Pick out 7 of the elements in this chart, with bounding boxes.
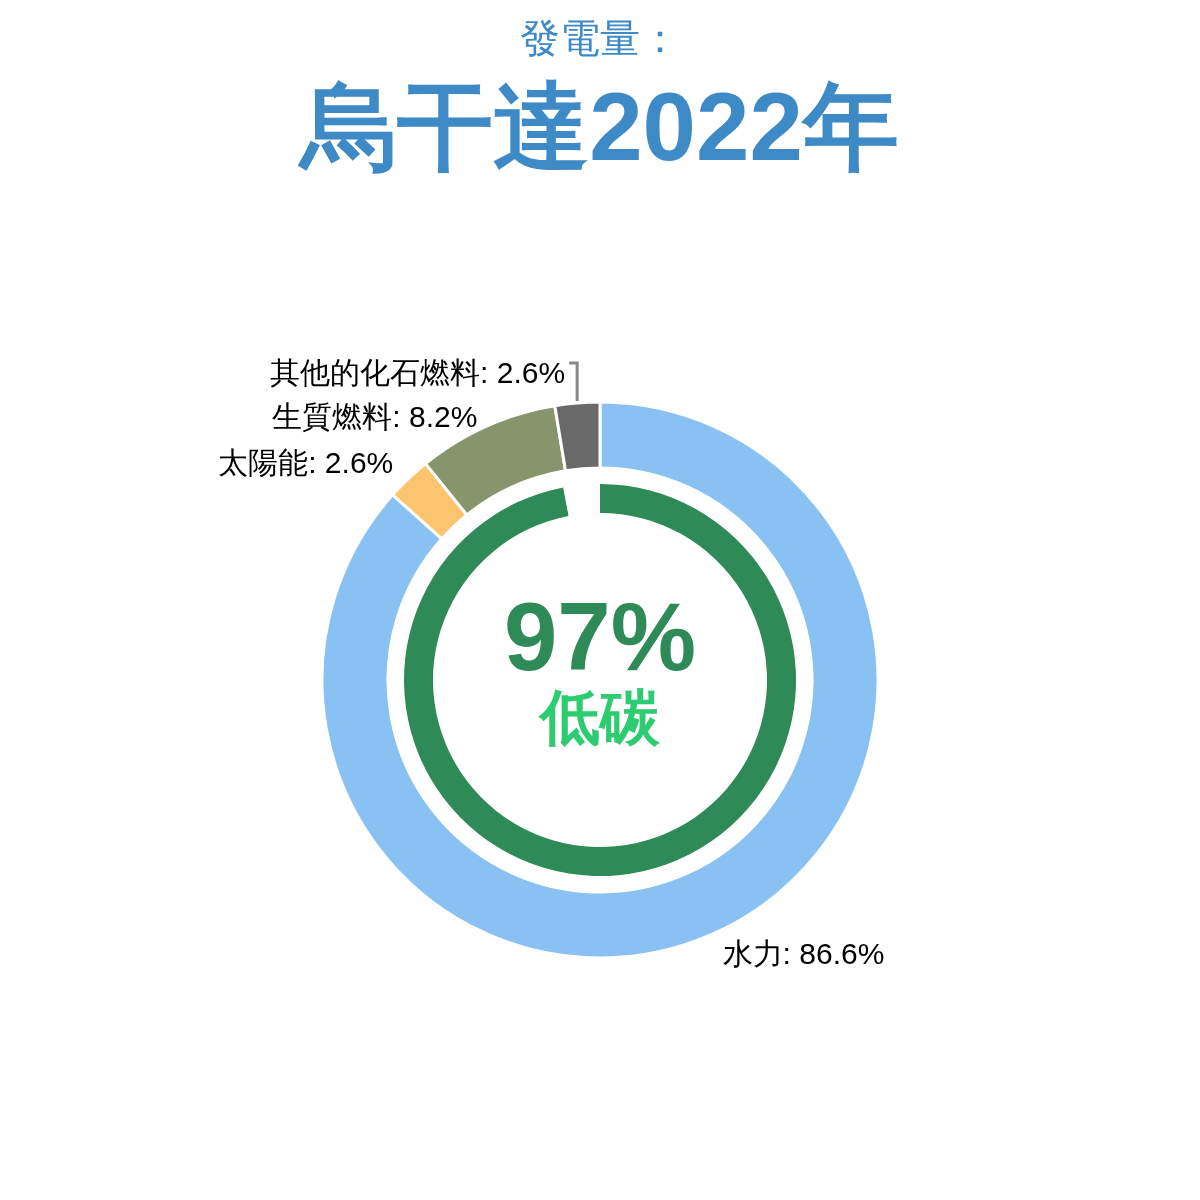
slice-label: 太陽能: 2.6% bbox=[218, 445, 394, 479]
chart-subtitle: 發電量： bbox=[520, 16, 680, 60]
slice-label: 生質燃料: 8.2% bbox=[272, 400, 478, 433]
chart-title: 烏干達2022年 bbox=[297, 73, 899, 180]
slice-label: 其他的化石燃料: 2.6% bbox=[270, 356, 566, 389]
slice-label: 低碳 bbox=[538, 684, 661, 751]
slice-label: 水力: 86.6% bbox=[722, 936, 885, 970]
